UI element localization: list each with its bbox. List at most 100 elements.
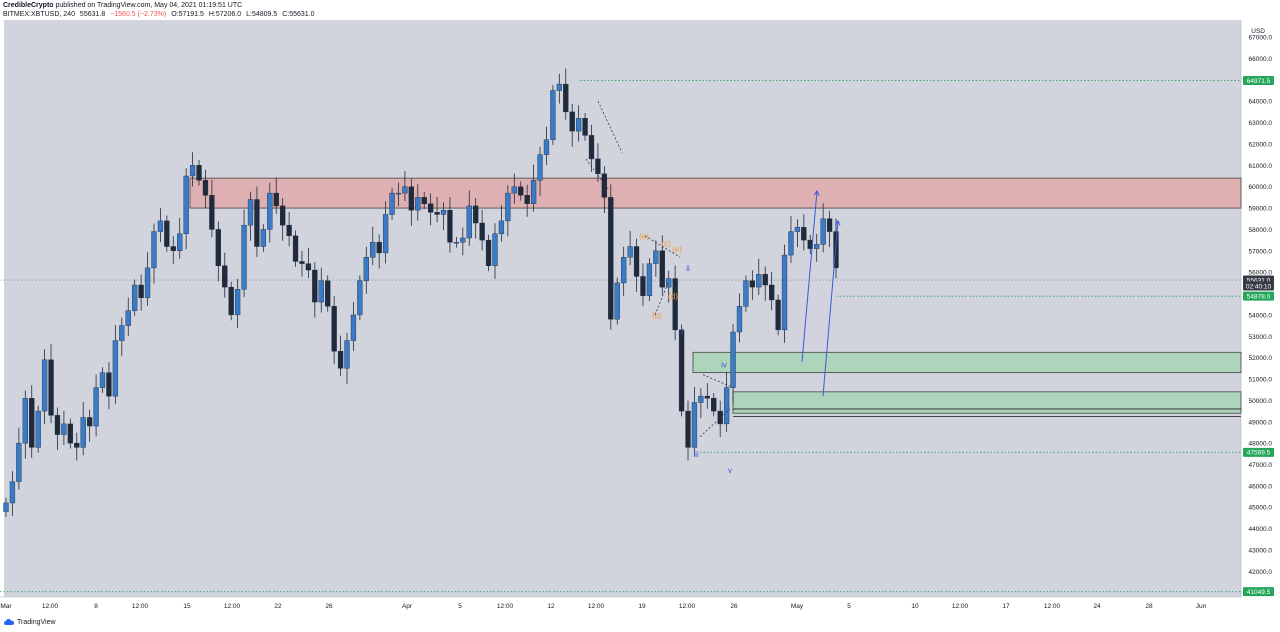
candle	[447, 197, 453, 253]
candle-body	[370, 242, 376, 258]
candle-body	[54, 415, 61, 435]
tradingview-logo[interactable]: TradingView	[4, 618, 56, 626]
y-tick-label: 66000.0	[1249, 56, 1273, 63]
y-tick-label: 60000.0	[1249, 184, 1273, 191]
y-tick-label: 59000.0	[1249, 206, 1273, 213]
y-tick-label: 53000.0	[1249, 334, 1273, 341]
candle	[3, 497, 9, 517]
projection-arrow	[822, 219, 841, 397]
candle-body	[447, 209, 453, 243]
candle-body	[267, 192, 273, 230]
projection-arrow	[801, 189, 820, 362]
candle-body	[48, 359, 54, 416]
candle	[666, 270, 672, 303]
candle-body	[151, 231, 157, 269]
wave-trendline	[644, 235, 681, 258]
candle	[273, 177, 279, 214]
candle-body	[627, 246, 633, 258]
candle	[331, 295, 337, 365]
candle	[473, 198, 479, 239]
candle-body	[730, 331, 736, 388]
candle-body	[9, 481, 16, 504]
candle-body	[485, 239, 492, 266]
candle	[86, 409, 93, 442]
candle-body	[704, 395, 710, 399]
candle-body	[428, 203, 434, 213]
ohlc-high: H:57206.0	[208, 11, 242, 18]
candle	[711, 392, 717, 417]
candle-body	[524, 195, 530, 204]
candle-body	[337, 351, 344, 369]
candle-body	[698, 395, 704, 403]
candle	[794, 219, 801, 248]
wave-label: (e)	[672, 245, 682, 254]
candle	[485, 234, 492, 272]
candle	[563, 68, 569, 120]
candle	[215, 221, 221, 282]
x-tick-label: 24	[1093, 603, 1101, 610]
x-tick-label: 12:00	[679, 603, 696, 610]
candle	[769, 271, 775, 311]
candle-body	[196, 165, 202, 181]
published-text: published on TradingView.com, May 04, 20…	[55, 2, 243, 9]
y-tick-label: 48000.0	[1249, 441, 1273, 448]
candle-body	[769, 284, 775, 301]
candle	[132, 279, 138, 316]
price-tag-label: 41049.5	[1247, 589, 1271, 596]
candle-body	[505, 192, 511, 222]
candle	[344, 332, 350, 384]
candle-body	[646, 263, 653, 296]
candle-body	[228, 286, 234, 316]
y-tick-label: 61000.0	[1249, 163, 1273, 170]
candle-body	[633, 246, 640, 277]
candle-body	[518, 186, 524, 196]
candle	[653, 240, 659, 277]
candle	[820, 203, 826, 253]
candle-body	[711, 398, 717, 412]
zone-support-lower	[732, 391, 1242, 414]
x-tick-label: 26	[730, 603, 738, 610]
candle-body	[125, 310, 131, 326]
wave-trendline	[699, 408, 731, 438]
candle-body	[254, 199, 260, 247]
y-tick-label: 57000.0	[1249, 248, 1273, 255]
arrow-head	[834, 219, 841, 226]
candle	[144, 252, 151, 306]
candle-body	[29, 398, 35, 448]
candle-body	[588, 135, 595, 160]
x-tick-label: Apr	[402, 603, 413, 610]
candle-body	[415, 197, 421, 211]
candle	[730, 324, 736, 404]
wave-label: (b)	[652, 311, 662, 320]
candle-body	[395, 192, 402, 195]
candle	[543, 126, 550, 166]
candle	[672, 265, 678, 341]
candle	[505, 185, 511, 237]
candle-body	[132, 284, 138, 311]
candle	[781, 244, 788, 343]
candle	[370, 226, 376, 266]
candle-body	[357, 280, 363, 316]
candle	[99, 367, 106, 393]
price-tag	[1243, 291, 1274, 301]
y-tick-label: 64000.0	[1249, 99, 1273, 106]
tradingview-cloud-icon	[4, 619, 14, 625]
candle-body	[61, 423, 67, 435]
candle	[41, 349, 48, 425]
candle	[247, 191, 254, 241]
wave-label: iv	[721, 360, 727, 369]
candle-body	[640, 276, 646, 296]
price-tag-label: 54878.0	[1247, 294, 1271, 301]
candle-body	[666, 278, 672, 288]
candle	[106, 362, 112, 410]
candle	[453, 236, 460, 248]
author-name[interactable]: CredibleCrypto	[3, 2, 54, 9]
candle	[254, 186, 260, 257]
candle-body	[286, 224, 292, 237]
x-tick-label: 10	[911, 603, 919, 610]
candle-body	[473, 205, 479, 224]
y-tick-label: 50000.0	[1249, 398, 1273, 405]
price-tag-label: 64971.5	[1247, 78, 1271, 85]
price-tag	[1243, 587, 1274, 597]
